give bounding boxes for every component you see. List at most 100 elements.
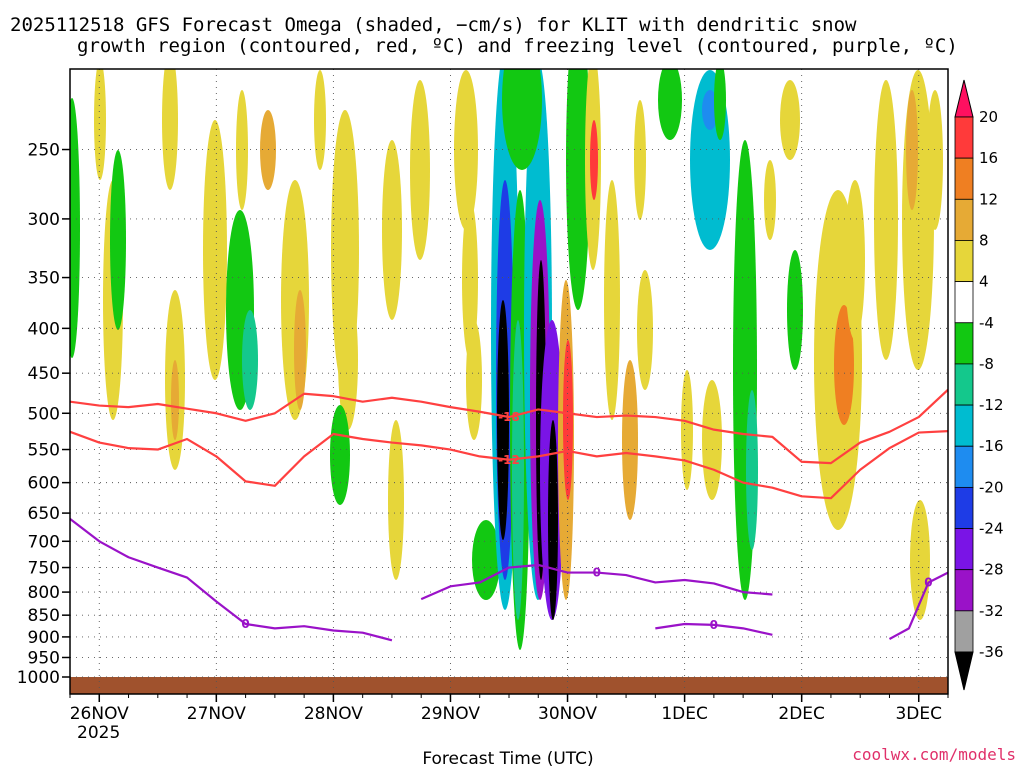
colorbar-swatch-7 — [954, 404, 974, 447]
omega-blob-28-1 — [548, 420, 558, 620]
colorbar-label-11: -28 — [979, 561, 1004, 579]
colorbar-swatch-9 — [954, 486, 974, 529]
omega-blob-7-0 — [203, 120, 227, 380]
omega-blob-34-1 — [702, 380, 722, 500]
red-contour-1 — [70, 430, 948, 500]
omega-blob-36-1 — [746, 390, 758, 550]
purple-contour-1 — [420, 563, 773, 601]
red-contour-label-0: -18 — [498, 410, 520, 424]
colorbar-label-13: -36 — [979, 643, 1004, 661]
year-label: 2025 — [77, 723, 120, 743]
colorbar-swatch-10 — [954, 528, 974, 571]
colorbar-swatch-5 — [954, 322, 974, 365]
omega-blob-14-0 — [314, 70, 326, 170]
red-contour-label-1: -12 — [498, 453, 520, 467]
y-tick-label-800: 800 — [28, 583, 60, 603]
y-axis: 2503003504004505005506006507007508008509… — [17, 141, 70, 688]
colorbar-swatch-12 — [954, 610, 974, 653]
y-tick-label-900: 900 — [28, 628, 60, 648]
omega-blob-10-0 — [236, 90, 248, 210]
purple-contour-label-0: 0 — [241, 617, 249, 631]
colorbar-label-3: 8 — [979, 231, 989, 249]
y-tick-label-750: 750 — [28, 559, 60, 579]
colorbar-swatch-8 — [954, 445, 974, 488]
colorbar-swatch-0 — [954, 116, 974, 159]
omega-blob-44-0 — [927, 90, 943, 230]
x-tick-label-26nov: 26NOV — [70, 704, 129, 724]
omega-blob-21-0 — [454, 70, 478, 230]
purple-contour-3 — [888, 571, 948, 640]
omega-blob-4-0 — [162, 69, 178, 190]
omega-blob-41-0 — [845, 180, 865, 340]
omega-blob-23-0 — [472, 520, 500, 600]
omega-blob-24-0 — [466, 320, 482, 440]
x-axis-label: Forecast Time (UTC) — [422, 749, 593, 768]
colorbar-label-7: -12 — [979, 396, 1004, 414]
x-tick-label-29nov: 29NOV — [421, 704, 480, 724]
omega-blob-33-1 — [658, 69, 682, 140]
y-tick-label-950: 950 — [28, 648, 60, 668]
x-tick-label-28nov: 28NOV — [304, 704, 363, 724]
colorbar-label-8: -16 — [979, 437, 1004, 455]
purple-contour-label-1: 0 — [593, 566, 601, 580]
y-tick-label-1000: 1000 — [17, 668, 60, 688]
colorbar-label-0: 20 — [979, 108, 998, 126]
y-tick-label-550: 550 — [28, 441, 60, 461]
colorbar-bottom-arrow — [954, 651, 974, 691]
omega-blob-35-2 — [714, 69, 726, 140]
omega-blob-38-0 — [780, 80, 800, 160]
y-tick-label-600: 600 — [28, 474, 60, 494]
omega-blob-3-0 — [110, 150, 126, 330]
omega-blob-26-1 — [512, 320, 524, 620]
colorbar-swatch-4 — [954, 281, 974, 324]
omega-blob-37-0 — [764, 160, 776, 240]
colorbar-label-2: 12 — [979, 190, 998, 208]
omega-shading — [70, 69, 943, 650]
omega-blob-32-2 — [637, 270, 653, 390]
y-tick-label-400: 400 — [28, 319, 60, 339]
omega-blob-1-0 — [94, 69, 106, 180]
chart-title-line-2: growth region (contoured, red, ºC) and f… — [77, 35, 958, 57]
omega-blob-18-0 — [382, 140, 402, 320]
colorbar-swatch-11 — [954, 569, 974, 612]
omega-blob-30-1 — [502, 69, 542, 170]
y-tick-label-850: 850 — [28, 606, 60, 626]
omega-blob-25-2 — [497, 300, 509, 540]
y-tick-label-700: 700 — [28, 532, 60, 552]
x-tick-label-1dec: 1DEC — [661, 704, 708, 724]
omega-blob-9-0 — [242, 310, 258, 410]
colorbar-label-5: -4 — [979, 314, 994, 332]
ground-surface — [70, 677, 948, 694]
omega-blob-33-0 — [634, 100, 646, 220]
colorbar-label-6: -8 — [979, 355, 994, 373]
y-tick-label-250: 250 — [28, 141, 60, 161]
omega-blob-30-0 — [566, 69, 590, 310]
chart-title-line-1: 2025112518 GFS Forecast Omega (shaded, −… — [10, 14, 857, 36]
omega-blob-40-1 — [834, 305, 854, 425]
purple-contour-0 — [70, 518, 393, 642]
purple-contour-label-2: 0 — [710, 618, 718, 632]
colorbar-label-12: -32 — [979, 602, 1004, 620]
omega-blob-34-0 — [681, 370, 693, 490]
omega-blob-17-0 — [330, 405, 350, 505]
omega-blob-20-0 — [388, 420, 404, 580]
omega-blob-0-0 — [70, 98, 80, 358]
omega-blob-13-0 — [294, 290, 306, 410]
colorbar-label-9: -20 — [979, 478, 1004, 496]
omega-blob-32-1 — [622, 360, 638, 520]
y-tick-label-650: 650 — [28, 504, 60, 524]
y-tick-label-300: 300 — [28, 210, 60, 230]
colorbar-swatch-2 — [954, 198, 974, 241]
purple-contour-label-3: 0 — [924, 575, 932, 589]
purple-contour-2 — [655, 622, 773, 636]
omega-blob-11-0 — [260, 110, 276, 190]
omega-blob-39-0 — [787, 250, 803, 370]
colorbar-swatch-1 — [954, 157, 974, 200]
y-tick-label-500: 500 — [28, 404, 60, 424]
x-tick-label-27nov: 27NOV — [187, 704, 246, 724]
y-tick-label-450: 450 — [28, 364, 60, 384]
colorbar: 20 16 12 8 4 -4 -8 -12 -16 -20 -24 -28 -32 -36 — [954, 79, 1004, 691]
omega-blob-31-1 — [590, 120, 598, 200]
x-tick-label-30nov: 30NOV — [538, 704, 597, 724]
